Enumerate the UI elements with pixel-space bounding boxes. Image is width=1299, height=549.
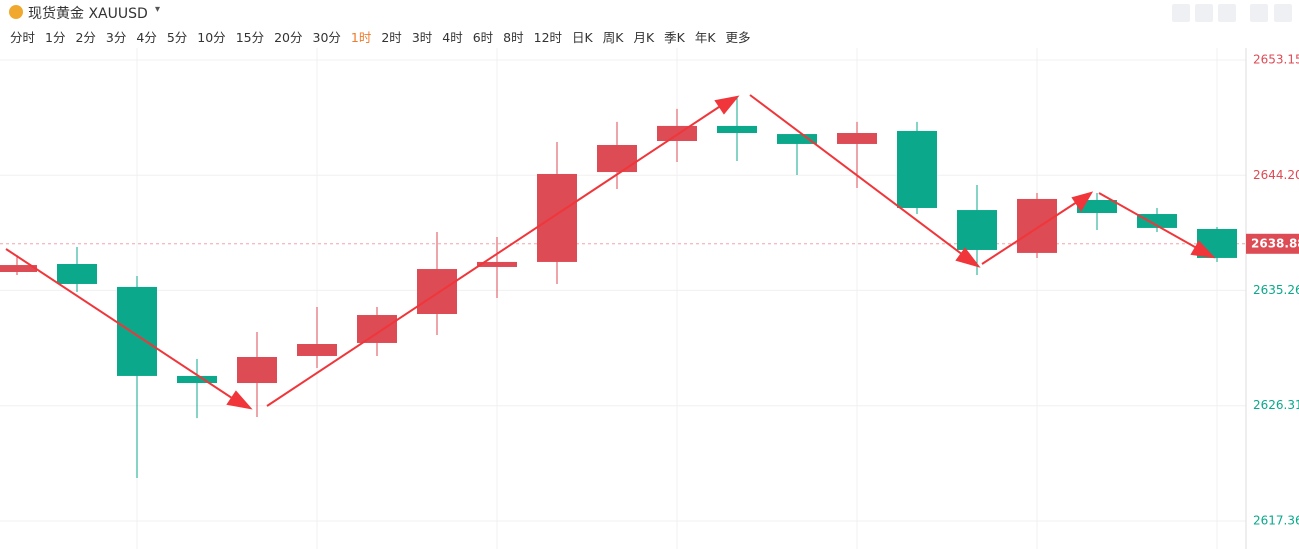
candle-body bbox=[777, 134, 817, 144]
arrow bbox=[749, 94, 968, 259]
last-price-box bbox=[1246, 233, 1299, 254]
arrow bbox=[5, 248, 239, 403]
trend-arrows bbox=[5, 94, 1216, 410]
y-tick-label: 2617.36 bbox=[1253, 513, 1299, 527]
interval-button[interactable]: 10分 bbox=[197, 30, 226, 45]
dropdown-caret[interactable]: ▾ bbox=[155, 4, 161, 15]
interval-button[interactable]: 5分 bbox=[166, 30, 188, 45]
toolbar: 现货黄金 XAUUSD ▾ 分时 1分 2分 3分 4分 5分 10分 15分 20分 30分 1时… bbox=[0, 0, 1299, 48]
candle-body bbox=[1137, 214, 1177, 228]
close-button[interactable] bbox=[1274, 4, 1292, 22]
interval-button[interactable]: 季K bbox=[664, 30, 685, 45]
fullscreen-button[interactable] bbox=[1250, 4, 1268, 22]
interval-button[interactable]: 3时 bbox=[411, 30, 433, 45]
interval-button[interactable]: 2分 bbox=[75, 30, 96, 45]
arrow bbox=[1098, 192, 1203, 252]
interval-button[interactable]: 8时 bbox=[503, 30, 524, 45]
interval-button[interactable]: 月K bbox=[633, 30, 655, 45]
candle-body bbox=[897, 130, 937, 208]
arrow bbox=[981, 199, 1081, 265]
y-tick-label: 2653.15 bbox=[1253, 52, 1299, 66]
interval-button[interactable]: 周K bbox=[602, 30, 624, 45]
candle-body bbox=[1017, 198, 1057, 253]
candle-body bbox=[957, 210, 997, 250]
candle-body bbox=[1077, 199, 1117, 214]
arrow-head bbox=[1190, 240, 1216, 259]
arrow-head bbox=[226, 390, 253, 410]
candle-body bbox=[57, 264, 97, 284]
candle-body bbox=[537, 173, 577, 262]
interval-button[interactable]: 日K bbox=[572, 30, 593, 45]
candle-body bbox=[717, 125, 757, 134]
interval-button[interactable]: 3分 bbox=[105, 30, 127, 45]
interval-button[interactable]: 12时 bbox=[533, 30, 563, 45]
candle-body bbox=[417, 269, 457, 314]
interval-button[interactable]: 年K bbox=[694, 30, 716, 45]
interval-button[interactable]: 1分 bbox=[45, 30, 66, 45]
interval-button[interactable]: 20分 bbox=[274, 30, 303, 45]
candle-body bbox=[177, 375, 217, 384]
chart-type-button[interactable] bbox=[1218, 4, 1236, 22]
candle-body bbox=[477, 261, 517, 267]
candle-body bbox=[837, 133, 877, 144]
interval-bar: 分时 1分 2分 3分 4分 5分 10分 15分 20分 30分 1时 2时 3时 4时 6时 8时 12时日… bbox=[10, 27, 751, 46]
candle-body bbox=[357, 315, 397, 343]
candle-body bbox=[237, 357, 277, 384]
symbol-title[interactable]: 现货黄金 XAUUSD bbox=[28, 6, 148, 22]
arrow-head bbox=[1071, 191, 1094, 212]
interval-button[interactable]: 15分 bbox=[235, 30, 265, 45]
candle-body bbox=[597, 144, 637, 173]
interval-button[interactable]: 4分 bbox=[136, 30, 157, 45]
candle-body bbox=[297, 344, 337, 356]
y-tick-label: 2626.31 bbox=[1253, 398, 1299, 412]
interval-button[interactable]: 4时 bbox=[442, 30, 463, 45]
y-tick-label: 2635.26 bbox=[1253, 283, 1299, 297]
interval-button[interactable]: 分时 bbox=[10, 30, 36, 45]
gold-icon bbox=[9, 5, 23, 19]
interval-button[interactable]: 1时 bbox=[350, 30, 372, 45]
candle-body bbox=[117, 286, 157, 376]
interval-button[interactable]: 6时 bbox=[472, 30, 494, 45]
interval-button[interactable]: 更多 bbox=[725, 30, 751, 45]
y-tick-label: 2644.20 bbox=[1253, 168, 1299, 182]
arrow bbox=[266, 102, 726, 407]
draw-button[interactable] bbox=[1195, 4, 1213, 22]
interval-button[interactable]: 30分 bbox=[312, 30, 341, 45]
interval-button[interactable]: 2时 bbox=[381, 30, 402, 45]
indicator-button[interactable] bbox=[1172, 4, 1190, 22]
candle-body bbox=[657, 125, 697, 141]
arrow-head bbox=[955, 247, 981, 268]
last-price-label: 2638.88 bbox=[1251, 236, 1299, 250]
candle-body bbox=[0, 265, 37, 272]
arrow-head bbox=[714, 95, 740, 115]
